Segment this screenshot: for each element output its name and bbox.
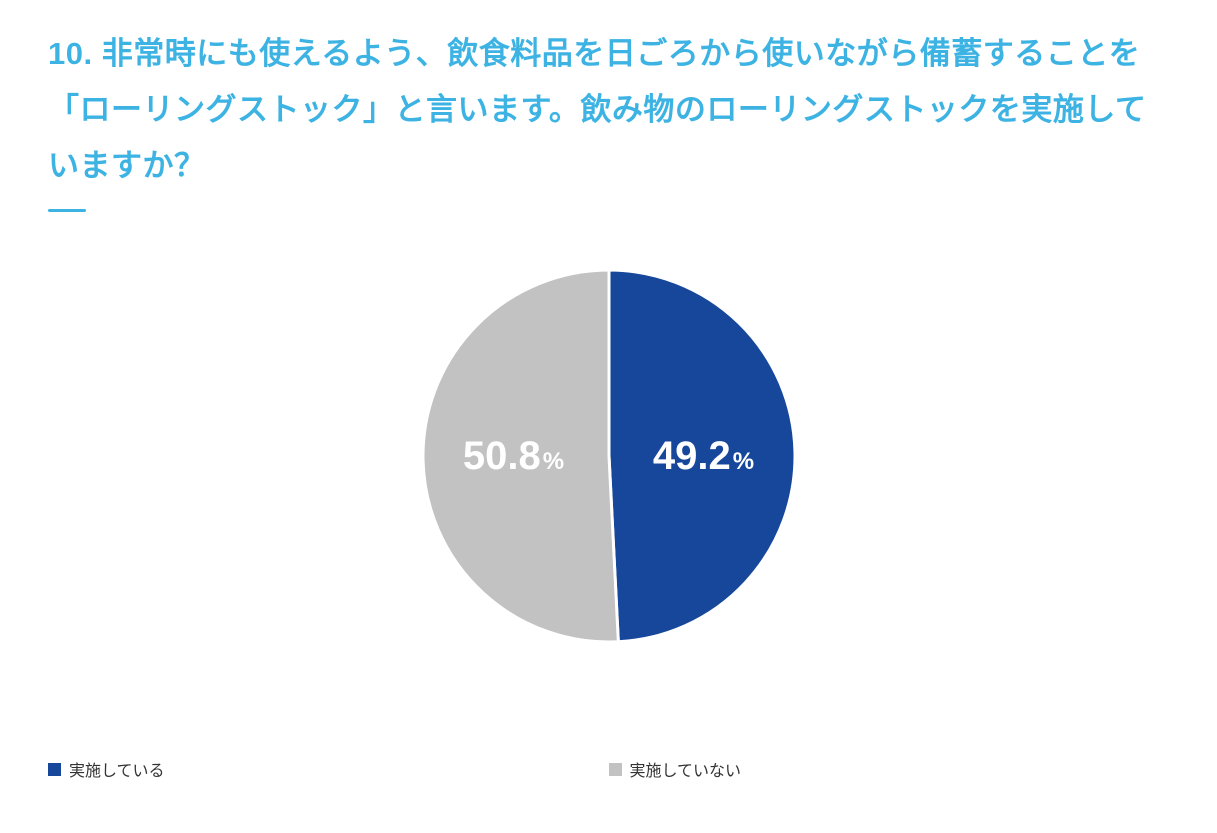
pie-chart-svg: [421, 268, 796, 644]
legend-label-yes: 実施している: [69, 763, 165, 780]
legend-swatch-no: [608, 762, 622, 776]
legend-label-no: 実施していない: [629, 763, 742, 780]
pie-slice: [421, 268, 620, 644]
legend-item-yes: 実施している: [48, 757, 609, 781]
question-title: 10. 非常時にも使えるよう、飲食料品を日ごろから使いながら備蓄することを「ロー…: [48, 36, 1147, 183]
pie-slice-unit-no: %: [542, 448, 565, 476]
pie-chart: 49.2% 50.8%: [419, 266, 799, 646]
pie-slice: [607, 268, 796, 644]
chart-legend: 実施している 実施していない: [0, 757, 1217, 781]
pie-slice-label-no: 50.8%: [463, 436, 564, 476]
legend-item-no: 実施していない: [608, 757, 1170, 781]
pie-slice-value-yes: 49.2: [652, 434, 731, 479]
pie-slice-value-no: 50.8: [462, 434, 541, 479]
legend-swatch-yes: [48, 762, 61, 776]
title-underline: [48, 209, 86, 213]
pie-slice-label-yes: 49.2%: [653, 436, 754, 476]
pie-slice-unit-yes: %: [732, 448, 755, 476]
